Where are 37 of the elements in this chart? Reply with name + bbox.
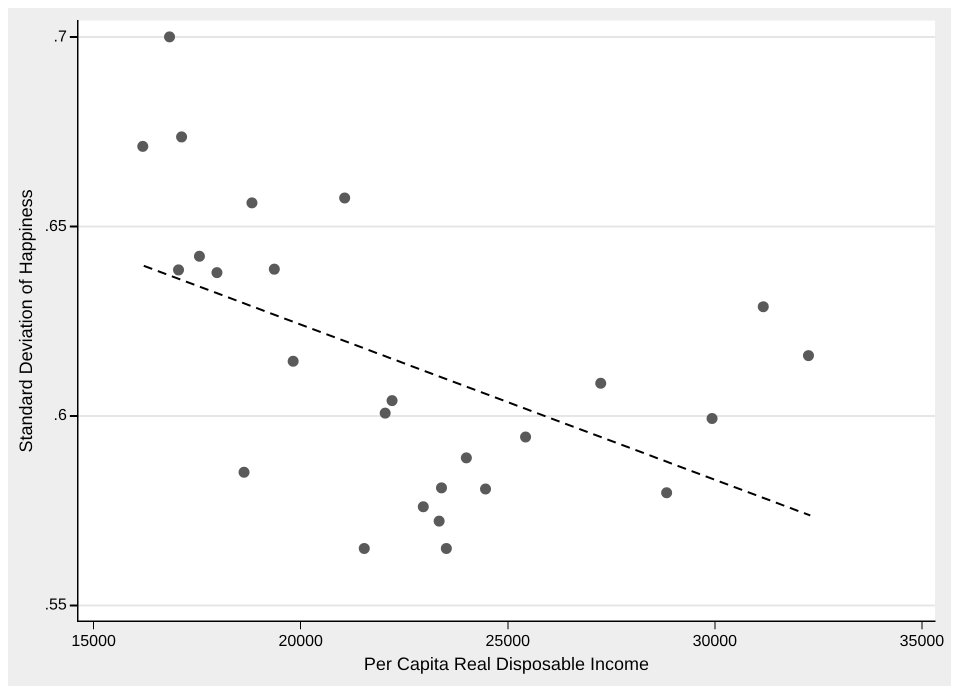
- x-tick-label: 20000: [278, 633, 324, 650]
- point: [595, 378, 606, 389]
- y-tick-label: .7: [54, 28, 67, 46]
- point: [440, 542, 452, 554]
- point: [380, 408, 391, 419]
- point: [176, 131, 188, 142]
- point: [288, 356, 299, 367]
- point: [194, 250, 205, 262]
- point: [238, 466, 250, 478]
- point: [268, 264, 280, 275]
- x-tick-label: 30000: [692, 633, 738, 650]
- point: [246, 197, 258, 208]
- point: [460, 452, 472, 464]
- point: [339, 192, 350, 204]
- point: [706, 412, 718, 424]
- point: [418, 501, 429, 512]
- point: [436, 482, 448, 494]
- point: [480, 483, 492, 494]
- x-axis-title: Per Capita Real Disposable Income: [364, 654, 649, 674]
- y-axis-title: Standard Deviation of Happiness: [16, 189, 36, 452]
- point: [434, 516, 445, 527]
- x-tick-label: 35000: [900, 633, 944, 650]
- y-tick-label: .65: [44, 218, 67, 235]
- y-tick-label: .55: [44, 596, 67, 614]
- x-tick-label: 25000: [486, 633, 530, 650]
- point: [137, 140, 148, 152]
- x-tick-label: 15000: [71, 633, 116, 650]
- point: [758, 301, 769, 312]
- point: [802, 350, 814, 362]
- point: [358, 542, 370, 554]
- point: [661, 487, 672, 498]
- y-tick-label: .6: [54, 407, 67, 424]
- point: [386, 395, 398, 406]
- point: [520, 432, 532, 443]
- point: [211, 267, 222, 278]
- point: [164, 31, 176, 42]
- point: [173, 264, 184, 276]
